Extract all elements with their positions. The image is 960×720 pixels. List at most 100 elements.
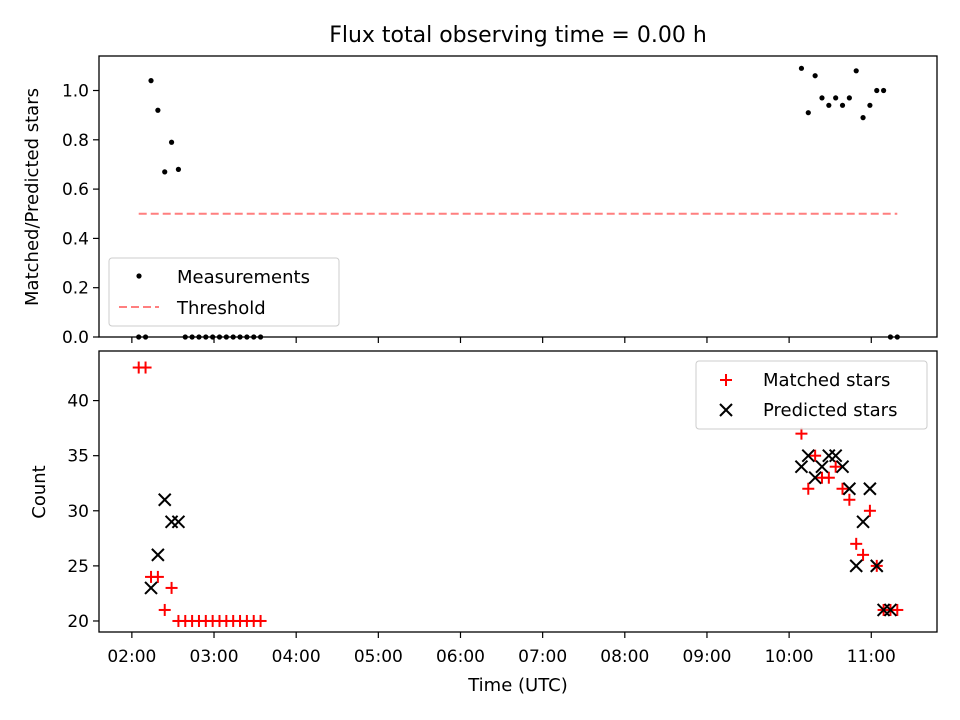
chart-title: Flux total observing time = 0.00 h [329, 23, 707, 48]
count-panel: 20 25 30 35 40 02:00 03:00 04:00 05:00 06:00 07:0… [29, 350, 938, 696]
legend-matched-label: Matched stars [763, 370, 890, 391]
measurement-point [162, 169, 168, 175]
measurement-point [168, 139, 175, 145]
measurement-point [196, 334, 202, 340]
measurement-point [148, 78, 154, 84]
ratio-panel: Flux total observing time = 0.00 h 0.0 0.… [22, 23, 938, 348]
y-tick-label: 35 [67, 447, 89, 467]
measurement-point [142, 334, 149, 340]
y-tick-label: 0.0 [62, 328, 89, 348]
y-tick-label: 0.6 [62, 180, 89, 200]
measurement-point [230, 334, 236, 340]
predicted-point [856, 515, 870, 529]
count-legend-box [695, 360, 928, 430]
matched-point [254, 614, 267, 627]
measurement-point [846, 95, 852, 101]
y-tick-label: 20 [67, 612, 89, 632]
x-tick-label: 10:00 [765, 647, 814, 667]
x-tick-label: 02:00 [107, 647, 156, 667]
legend-measurements-label: Measurements [177, 267, 310, 288]
measurement-point [216, 334, 223, 340]
predicted-point [842, 482, 857, 496]
measurement-point [860, 115, 866, 121]
predicted-point [863, 482, 877, 496]
measurement-point [812, 73, 818, 79]
matched-point [165, 581, 178, 594]
legend-predicted-label: Predicted stars [763, 400, 897, 421]
count-x-axis: 02:00 03:00 04:00 05:00 06:00 07:00 08:00 09:00… [107, 632, 896, 667]
predicted-point [870, 559, 884, 573]
measurement-point [805, 110, 811, 116]
measurement-point [210, 334, 216, 340]
measurement-point [798, 65, 805, 71]
measurement-point [833, 95, 839, 101]
y-tick-label: 25 [67, 557, 89, 577]
matched-point [795, 427, 808, 440]
matched-point [802, 482, 815, 495]
x-tick-label: 03:00 [190, 647, 239, 667]
ratio-legend-box [108, 257, 340, 327]
measurement-point [182, 334, 188, 340]
predicted-point [828, 448, 843, 463]
predicted-point [808, 471, 822, 485]
y-tick-label: 0.4 [62, 229, 89, 249]
ratio-series [136, 65, 900, 340]
measurement-point [874, 87, 880, 94]
predicted-point [835, 459, 850, 474]
measurement-point [887, 334, 894, 340]
ratio-y-axis: 0.0 0.2 0.4 0.6 0.8 1.0 [62, 82, 99, 348]
legend-predicted-marker [719, 403, 733, 417]
measurement-point [826, 102, 832, 108]
count-legend: Matched stars Predicted stars [695, 360, 928, 430]
x-tick-label: 05:00 [354, 647, 403, 667]
measurement-point [257, 334, 264, 340]
y-tick-label: 1.0 [62, 82, 89, 102]
count-y-axis-label: Count [29, 465, 50, 518]
x-tick-label: 09:00 [682, 647, 731, 667]
measurement-point [244, 334, 250, 340]
measurement-point [203, 334, 209, 340]
ratio-y-axis-label: Matched/Predicted stars [22, 88, 43, 306]
measurement-point [189, 334, 195, 340]
matched-point [151, 570, 164, 583]
matched-point [139, 361, 152, 374]
measurement-point [819, 95, 825, 101]
predicted-point [158, 493, 172, 507]
x-tick-label: 11:00 [847, 647, 896, 667]
matched-point [850, 537, 863, 550]
predicted-point [801, 448, 815, 463]
predicted-point [815, 459, 829, 474]
matched-point [836, 482, 849, 495]
measurement-point [237, 334, 243, 340]
x-tick-label: 07:00 [518, 647, 567, 667]
predicted-point [794, 459, 809, 474]
measurement-point [839, 102, 846, 108]
predicted-point [151, 548, 165, 562]
predicted-point [883, 603, 898, 617]
predicted-point [144, 581, 158, 595]
matched-point [891, 603, 904, 616]
x-tick-label: 04:00 [272, 647, 321, 667]
legend-threshold-label: Threshold [176, 298, 266, 319]
x-tick-label: 06:00 [436, 647, 485, 667]
measurement-point [223, 334, 229, 340]
matched-point [857, 548, 870, 561]
matched-point [809, 449, 822, 462]
count-y-axis: 20 25 30 35 40 [67, 392, 99, 632]
y-tick-label: 30 [67, 502, 89, 522]
measurement-point [880, 87, 887, 94]
measurement-point [136, 334, 142, 340]
matched-point [158, 603, 171, 616]
matched-point [863, 504, 876, 517]
matched-point [829, 460, 842, 473]
ratio-legend: Measurements Threshold [108, 257, 340, 327]
predicted-point [171, 515, 186, 529]
measurement-point [894, 334, 900, 340]
legend-matched-marker [720, 374, 732, 386]
measurement-point [155, 107, 161, 113]
count-series [132, 361, 904, 627]
measurement-point [867, 102, 873, 108]
measurement-point [251, 334, 257, 340]
measurement-point [175, 166, 182, 172]
